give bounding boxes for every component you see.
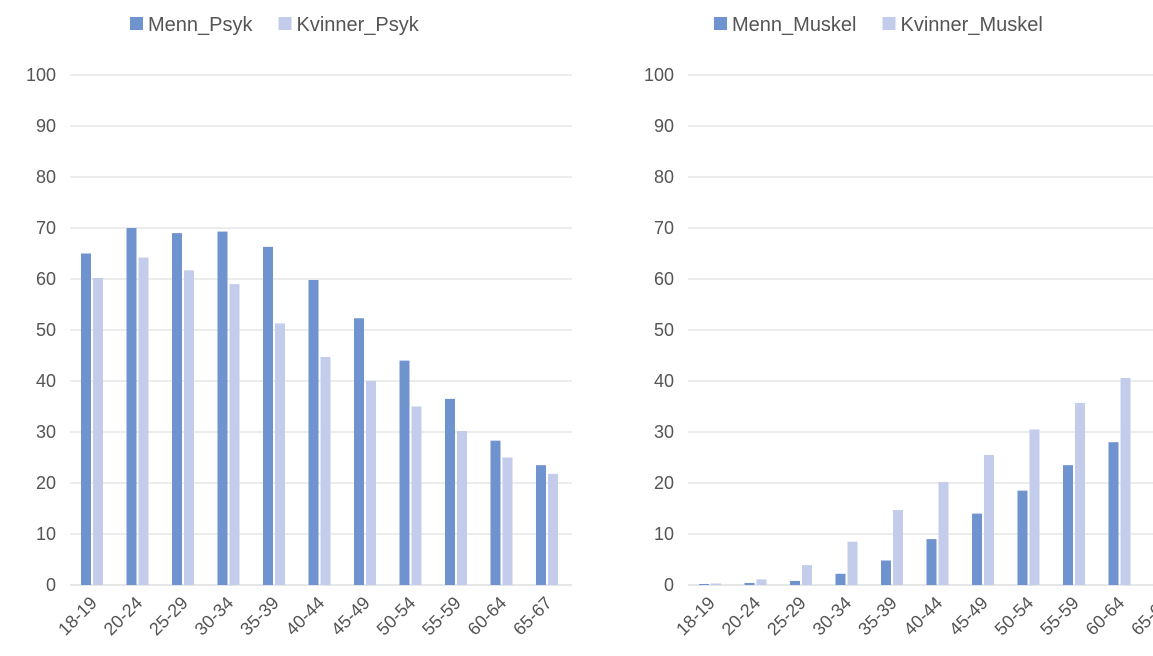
y-tick-label: 10 [36,524,56,544]
bar-kvinner-muskel [938,481,949,585]
bar-kvinner-psyk [275,323,285,585]
y-tick-label: 90 [654,116,674,136]
bar-kvinner-muskel [893,510,903,585]
x-tick-label: 25-29 [145,593,192,640]
bar-kvinner-psyk [93,277,103,585]
bar-menn-muskel [1063,465,1073,585]
chart-panel-2: 0 10 20 30 40 50 60 70 80 90 100 Menn_Muskel Kvinner… [644,14,1153,639]
y-tick-label: 100 [644,65,674,85]
y-tick-label: 70 [36,218,56,238]
y-tick-label: 40 [654,371,674,391]
x-tick-label: 50-54 [991,593,1038,640]
bar-menn-psyk [445,398,455,585]
x-tick-label: 20-24 [100,593,147,640]
bar-kvinner-muskel [1029,429,1040,585]
bar-kvinner-psyk [502,457,513,585]
legend-swatch [278,17,292,30]
x-tick-label: 35-39 [236,593,283,640]
chart-panel-1: 0 10 20 30 40 50 60 70 80 90 100 Menn_Psyk Kvinner_P… [26,14,572,639]
bar-menn-psyk [354,318,364,585]
legend-label: Menn_Muskel [732,14,857,36]
x-tick-label: 65-67 [509,593,556,640]
bar-kvinner-muskel [847,541,858,585]
bar-kvinner-muskel [802,565,812,585]
y-tick-label: 20 [654,473,674,493]
bar-menn-muskel [1108,442,1119,585]
x-tick-label: 45-49 [327,593,374,640]
x-tick-label: 35-39 [854,593,901,640]
legend-swatch [714,17,727,30]
x-tick-label: 55-59 [1036,593,1083,640]
y-tick-label: 20 [36,473,56,493]
legend-label: Kvinner_Psyk [297,14,420,36]
bar-kvinner-psyk [411,406,422,585]
y-tick-label: 60 [654,269,674,289]
x-tick-label: 25-29 [763,593,810,640]
x-tick-label: 20-24 [718,593,765,640]
y-tick-label: 80 [654,167,674,187]
bar-kvinner-psyk [366,381,376,585]
y-tick-label: 50 [36,320,56,340]
x-tick-label: 30-34 [809,593,856,640]
x-tick-label: 40-44 [282,593,329,640]
y-tick-label: 30 [654,422,674,442]
bar-menn-psyk [126,228,137,585]
bar-menn-muskel [1017,490,1028,585]
y-tick-label: 50 [654,320,674,340]
y-tick-label: 10 [654,524,674,544]
x-tick-label: 60-64 [464,593,511,640]
x-tick-label: 60-64 [1082,593,1129,640]
bar-menn-muskel [744,582,755,585]
x-tick-label: 18-19 [672,593,719,640]
x-tick-label: 65-67 [1127,593,1153,640]
y-tick-label: 80 [36,167,56,187]
bar-menn-muskel [790,580,800,585]
bar-kvinner-muskel [711,583,721,585]
y-tick-label: 30 [36,422,56,442]
bar-menn-psyk [399,360,410,585]
bar-kvinner-psyk [184,270,194,585]
bar-menn-psyk [263,246,273,585]
x-tick-label: 40-44 [900,593,947,640]
x-tick-label: 50-54 [373,593,420,640]
bar-menn-psyk [81,253,91,585]
legend-swatch [882,17,896,30]
y-tick-label: 0 [46,575,56,595]
legend-label: Kvinner_Muskel [901,14,1043,36]
y-tick-label: 100 [26,65,56,85]
bar-menn-psyk [217,231,228,585]
bar-kvinner-muskel [756,579,767,585]
bar-menn-muskel [699,583,709,585]
legend-label: Menn_Psyk [148,14,253,36]
bar-menn-muskel [881,560,891,585]
bar-menn-psyk [172,233,182,585]
y-tick-label: 90 [36,116,56,136]
y-tick-label: 60 [36,269,56,289]
bar-kvinner-muskel [984,454,994,585]
legend-swatch [130,17,143,30]
y-tick-label: 0 [664,575,674,595]
bar-kvinner-psyk [138,257,149,585]
bar-menn-psyk [490,440,501,585]
x-tick-label: 18-19 [54,593,101,640]
x-tick-label: 45-49 [945,593,992,640]
bar-kvinner-muskel [1120,377,1131,585]
bar-kvinner-psyk [457,430,467,585]
bar-menn-muskel [835,573,846,585]
bar-menn-muskel [972,513,982,585]
x-tick-label: 55-59 [418,593,465,640]
bar-kvinner-psyk [320,357,331,585]
bar-menn-psyk [308,280,319,585]
bar-kvinner-muskel [1075,402,1085,585]
bar-kvinner-psyk [548,473,558,585]
x-tick-label: 30-34 [191,593,238,640]
bar-menn-psyk [536,465,546,585]
bar-menn-muskel [926,539,937,585]
y-tick-label: 70 [654,218,674,238]
y-tick-label: 40 [36,371,56,391]
bar-kvinner-psyk [229,284,240,585]
